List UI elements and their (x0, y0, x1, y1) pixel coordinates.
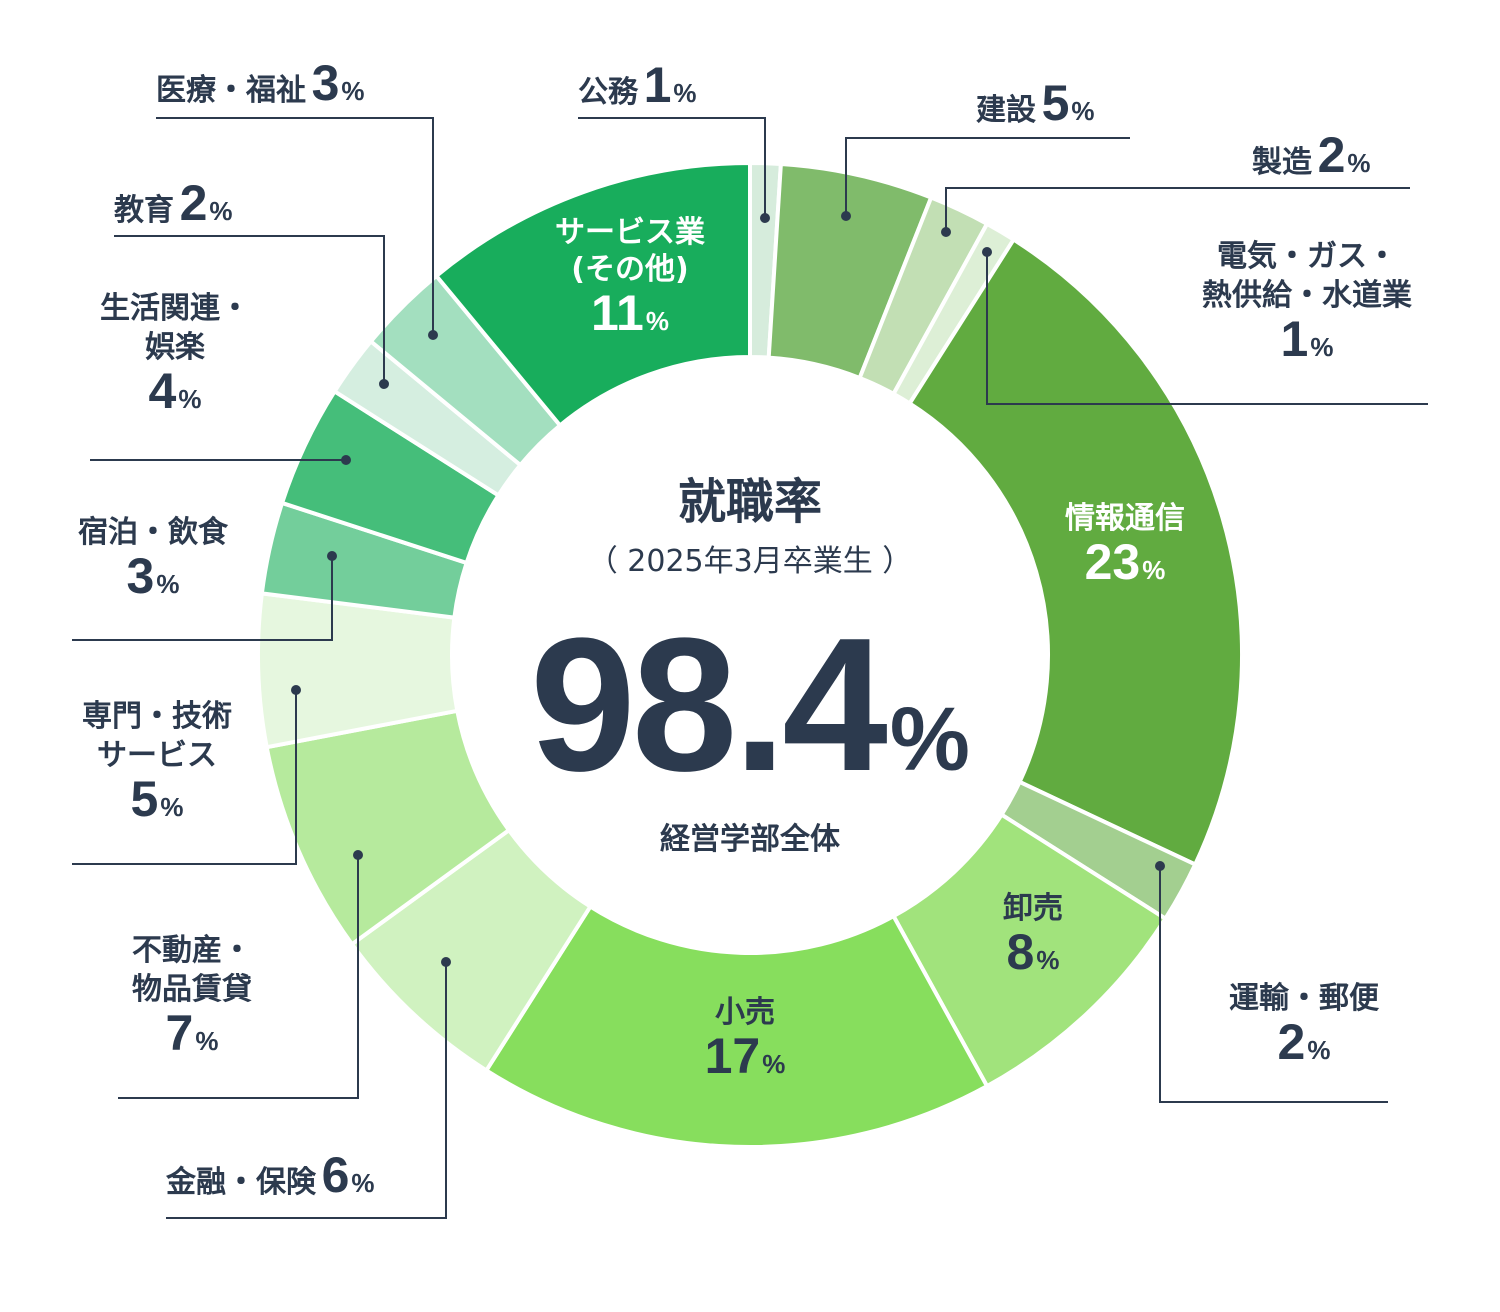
label-senmon-name2: サービス (97, 738, 217, 773)
label-kyouiku-pct: 2 (179, 175, 208, 231)
label-kinyu-name: 金融・保険 (166, 1165, 316, 1200)
label-iryou-pct: 3 (311, 55, 340, 111)
label-seikatsu-name1: 生活関連・ (100, 291, 250, 326)
label-denki-pct: 1 (1280, 311, 1309, 367)
label-shukuhaku: 宿泊・飲食 3% (72, 516, 234, 604)
label-shukuhaku-pct: 3 (126, 548, 155, 604)
label-kensetsu-name: 建設 (976, 93, 1036, 128)
label-seikatsu-name2: 娯楽 (145, 330, 205, 365)
leader-koumu (578, 117, 766, 218)
dot-seikatsu (341, 455, 351, 465)
label-kensetsu: 建設 5% (976, 75, 1095, 131)
label-iryou: 医療・福祉 3% (156, 55, 365, 111)
label-fudousan-pct: 7 (165, 1005, 194, 1061)
label-denki: 電気・ガス・ 熱供給・水道業 1% (1186, 240, 1428, 367)
center-title: 就職率 (677, 474, 822, 530)
dot-shukuhaku (327, 551, 337, 561)
label-unyu-pct: 2 (1277, 1014, 1306, 1070)
label-unyu-name: 運輸・郵便 (1229, 981, 1379, 1016)
center-caption: 経営学部全体 (660, 822, 840, 857)
label-seikatsu-pct: 4 (148, 363, 177, 419)
label-fudousan: 不動産・ 物品賃貸 7% (112, 934, 272, 1061)
dot-senmon (291, 685, 301, 695)
leader-seizou (945, 187, 1410, 232)
label-fudousan-name2: 物品賃貸 (132, 972, 252, 1007)
dot-seizou (941, 227, 951, 237)
dot-koumu (760, 213, 770, 223)
slice-7 (483, 903, 990, 1149)
center-subtitle: （ 2025年3月卒業生 ） (587, 544, 913, 579)
label-kouri-pct: 17 (704, 1028, 761, 1084)
dot-kyouiku (379, 379, 389, 389)
leader-senmon (72, 690, 297, 865)
label-kinyu-pct: 6 (321, 1147, 350, 1203)
label-senmon: 専門・技術 サービス 5% (72, 700, 242, 827)
dot-iryou (428, 330, 438, 340)
label-service-name2: (その他) (571, 252, 689, 287)
label-kensetsu-pct: 5 (1041, 75, 1070, 131)
label-seikatsu: 生活関連・ 娯楽 4% (90, 292, 260, 419)
label-kyouiku: 教育 2% (114, 175, 233, 231)
label-koumu: 公務 1% (578, 57, 697, 113)
label-senmon-name1: 専門・技術 (82, 699, 232, 734)
label-koumu-name: 公務 (578, 75, 638, 110)
slices-group (256, 160, 1244, 1149)
label-seizou-pct: 2 (1317, 127, 1346, 183)
label-senmon-pct: 5 (130, 771, 159, 827)
label-iryou-name: 医療・福祉 (156, 73, 306, 108)
label-jouhou: 情報通信 23% (1040, 502, 1210, 590)
leader-lines (72, 117, 1428, 1219)
label-kyouiku-name: 教育 (114, 193, 174, 228)
label-denki-name1: 電気・ガス・ (1217, 239, 1397, 274)
label-oroshi-name: 卸売 (1003, 891, 1063, 926)
label-service-pct: 11 (591, 285, 644, 341)
rate-number: 98.4 (530, 599, 888, 811)
label-jouhou-pct: 23 (1084, 534, 1141, 590)
label-shukuhaku-name: 宿泊・飲食 (78, 515, 228, 550)
dot-kinyu (441, 957, 451, 967)
leader-denki (986, 252, 1428, 405)
leader-dots (291, 211, 1165, 967)
label-service: サービス業 (その他) 11% (530, 216, 730, 341)
leader-kensetsu (845, 137, 1130, 216)
label-kinyu: 金融・保険 6% (166, 1147, 375, 1203)
label-kouri: 小売 17% (680, 996, 810, 1084)
label-service-name1: サービス業 (555, 215, 705, 250)
label-unyu: 運輸・郵便 2% (1214, 982, 1394, 1070)
label-fudousan-name1: 不動産・ (132, 933, 252, 968)
slice-4 (906, 236, 1244, 868)
dot-denki (982, 247, 992, 257)
dot-kensetsu (841, 211, 851, 221)
employment-rate-value: 98.4% (500, 610, 1000, 800)
leader-fudousan (118, 855, 359, 1099)
rate-unit: % (889, 690, 970, 790)
label-oroshi-pct: 8 (1006, 924, 1035, 980)
leader-shukuhaku (72, 556, 333, 641)
dot-fudousan (353, 850, 363, 860)
leader-kinyu (166, 962, 447, 1219)
label-kouri-name: 小売 (715, 995, 775, 1030)
label-koumu-pct: 1 (643, 57, 672, 113)
label-seizou-name: 製造 (1252, 145, 1312, 180)
label-seizou: 製造 2% (1252, 127, 1371, 183)
slice-15 (433, 160, 752, 429)
label-oroshi: 卸売 8% (978, 892, 1088, 980)
label-jouhou-name: 情報通信 (1065, 501, 1185, 536)
leader-kyouiku (114, 235, 385, 384)
dot-unyu (1155, 861, 1165, 871)
leader-iryou (156, 117, 434, 335)
label-denki-name2: 熱供給・水道業 (1202, 278, 1412, 313)
leader-unyu (1159, 866, 1388, 1103)
